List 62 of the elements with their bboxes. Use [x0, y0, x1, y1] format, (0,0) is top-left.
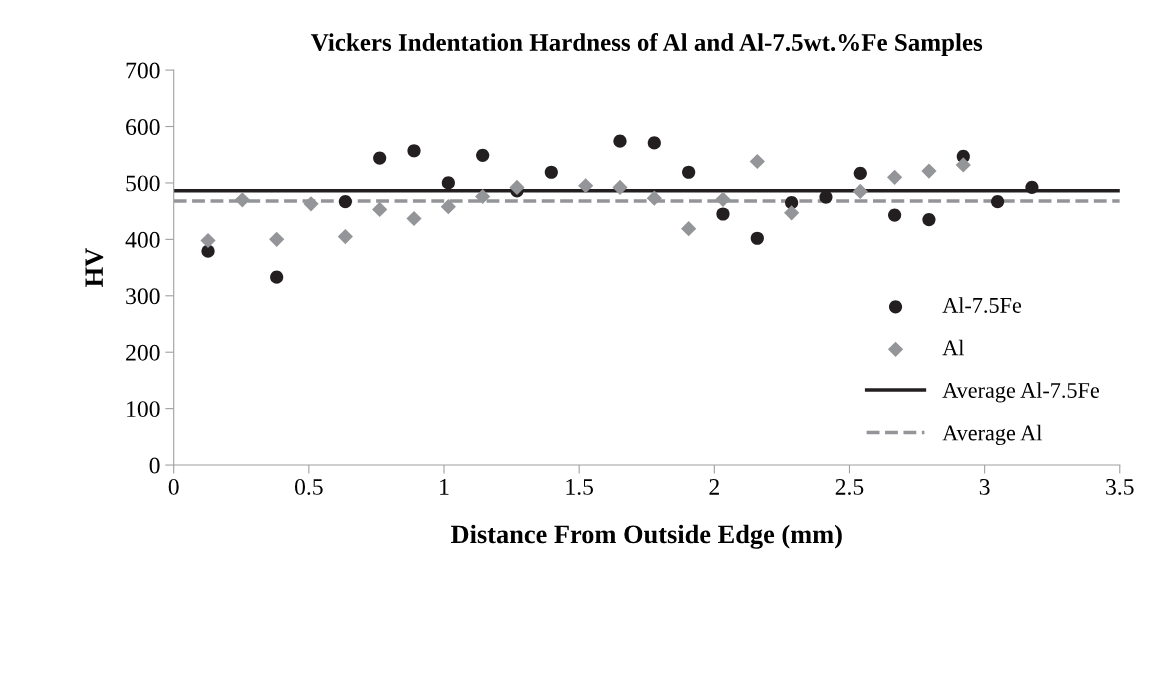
point — [716, 207, 730, 221]
legend-label: Al-7.5Fe — [942, 297, 1022, 313]
chart-title: Vickers Indentation Hardness of Al and Al-7.5wt.%Fe Samples — [311, 33, 983, 56]
y-tick-label: 700 — [126, 62, 160, 79]
point — [921, 163, 937, 179]
point — [407, 144, 421, 158]
point — [681, 221, 697, 237]
x-axis-title: Distance From Outside Edge (mm) — [451, 524, 842, 549]
point — [1025, 180, 1039, 195]
point — [337, 228, 353, 245]
point — [682, 165, 696, 179]
x-tick-label: 2 — [709, 479, 719, 495]
x-tick-label: 0.5 — [295, 478, 323, 495]
point — [750, 231, 764, 245]
point — [440, 199, 456, 215]
x-tick-label: 0 — [168, 478, 179, 495]
point — [441, 176, 455, 190]
point — [887, 169, 903, 185]
y-tick-label: 300 — [126, 288, 160, 305]
point — [270, 270, 284, 284]
point — [853, 166, 867, 180]
y-tick-label: 400 — [125, 231, 160, 248]
point — [991, 194, 1005, 209]
point — [784, 205, 800, 221]
legend-label: Average Al — [942, 424, 1042, 446]
point — [372, 201, 388, 218]
point — [749, 153, 765, 170]
point — [373, 151, 387, 165]
y-tick-label: 500 — [126, 175, 160, 192]
point — [715, 191, 731, 207]
point — [476, 148, 490, 162]
point — [509, 179, 525, 196]
point — [922, 213, 936, 227]
point — [406, 210, 422, 227]
point — [269, 231, 285, 247]
point — [338, 194, 352, 209]
point — [852, 183, 868, 200]
point — [888, 208, 902, 222]
x-tick-label: 3 — [979, 479, 990, 495]
point — [955, 157, 971, 173]
point — [234, 192, 250, 208]
point — [200, 232, 216, 249]
point — [646, 190, 662, 206]
y-tick-label: 0 — [149, 457, 160, 474]
legend-label: Al — [942, 339, 964, 356]
point — [647, 136, 661, 150]
x-tick-label: 1.5 — [566, 479, 593, 495]
point — [475, 188, 491, 205]
y-tick-label: 200 — [126, 344, 160, 361]
x-tick-label: 3.5 — [1106, 479, 1134, 495]
y-axis-title: HV — [85, 248, 104, 287]
point — [613, 134, 627, 148]
legend-label: Average Al-7.5Fe — [942, 382, 1100, 403]
point — [578, 178, 594, 194]
point — [612, 179, 628, 196]
y-tick-label: 100 — [127, 401, 160, 418]
y-tick-label: 600 — [126, 119, 160, 135]
x-tick-label: 1 — [440, 479, 449, 495]
x-tick-label: 2.5 — [835, 479, 864, 495]
point — [544, 165, 558, 179]
point — [303, 196, 319, 212]
point — [819, 190, 833, 204]
